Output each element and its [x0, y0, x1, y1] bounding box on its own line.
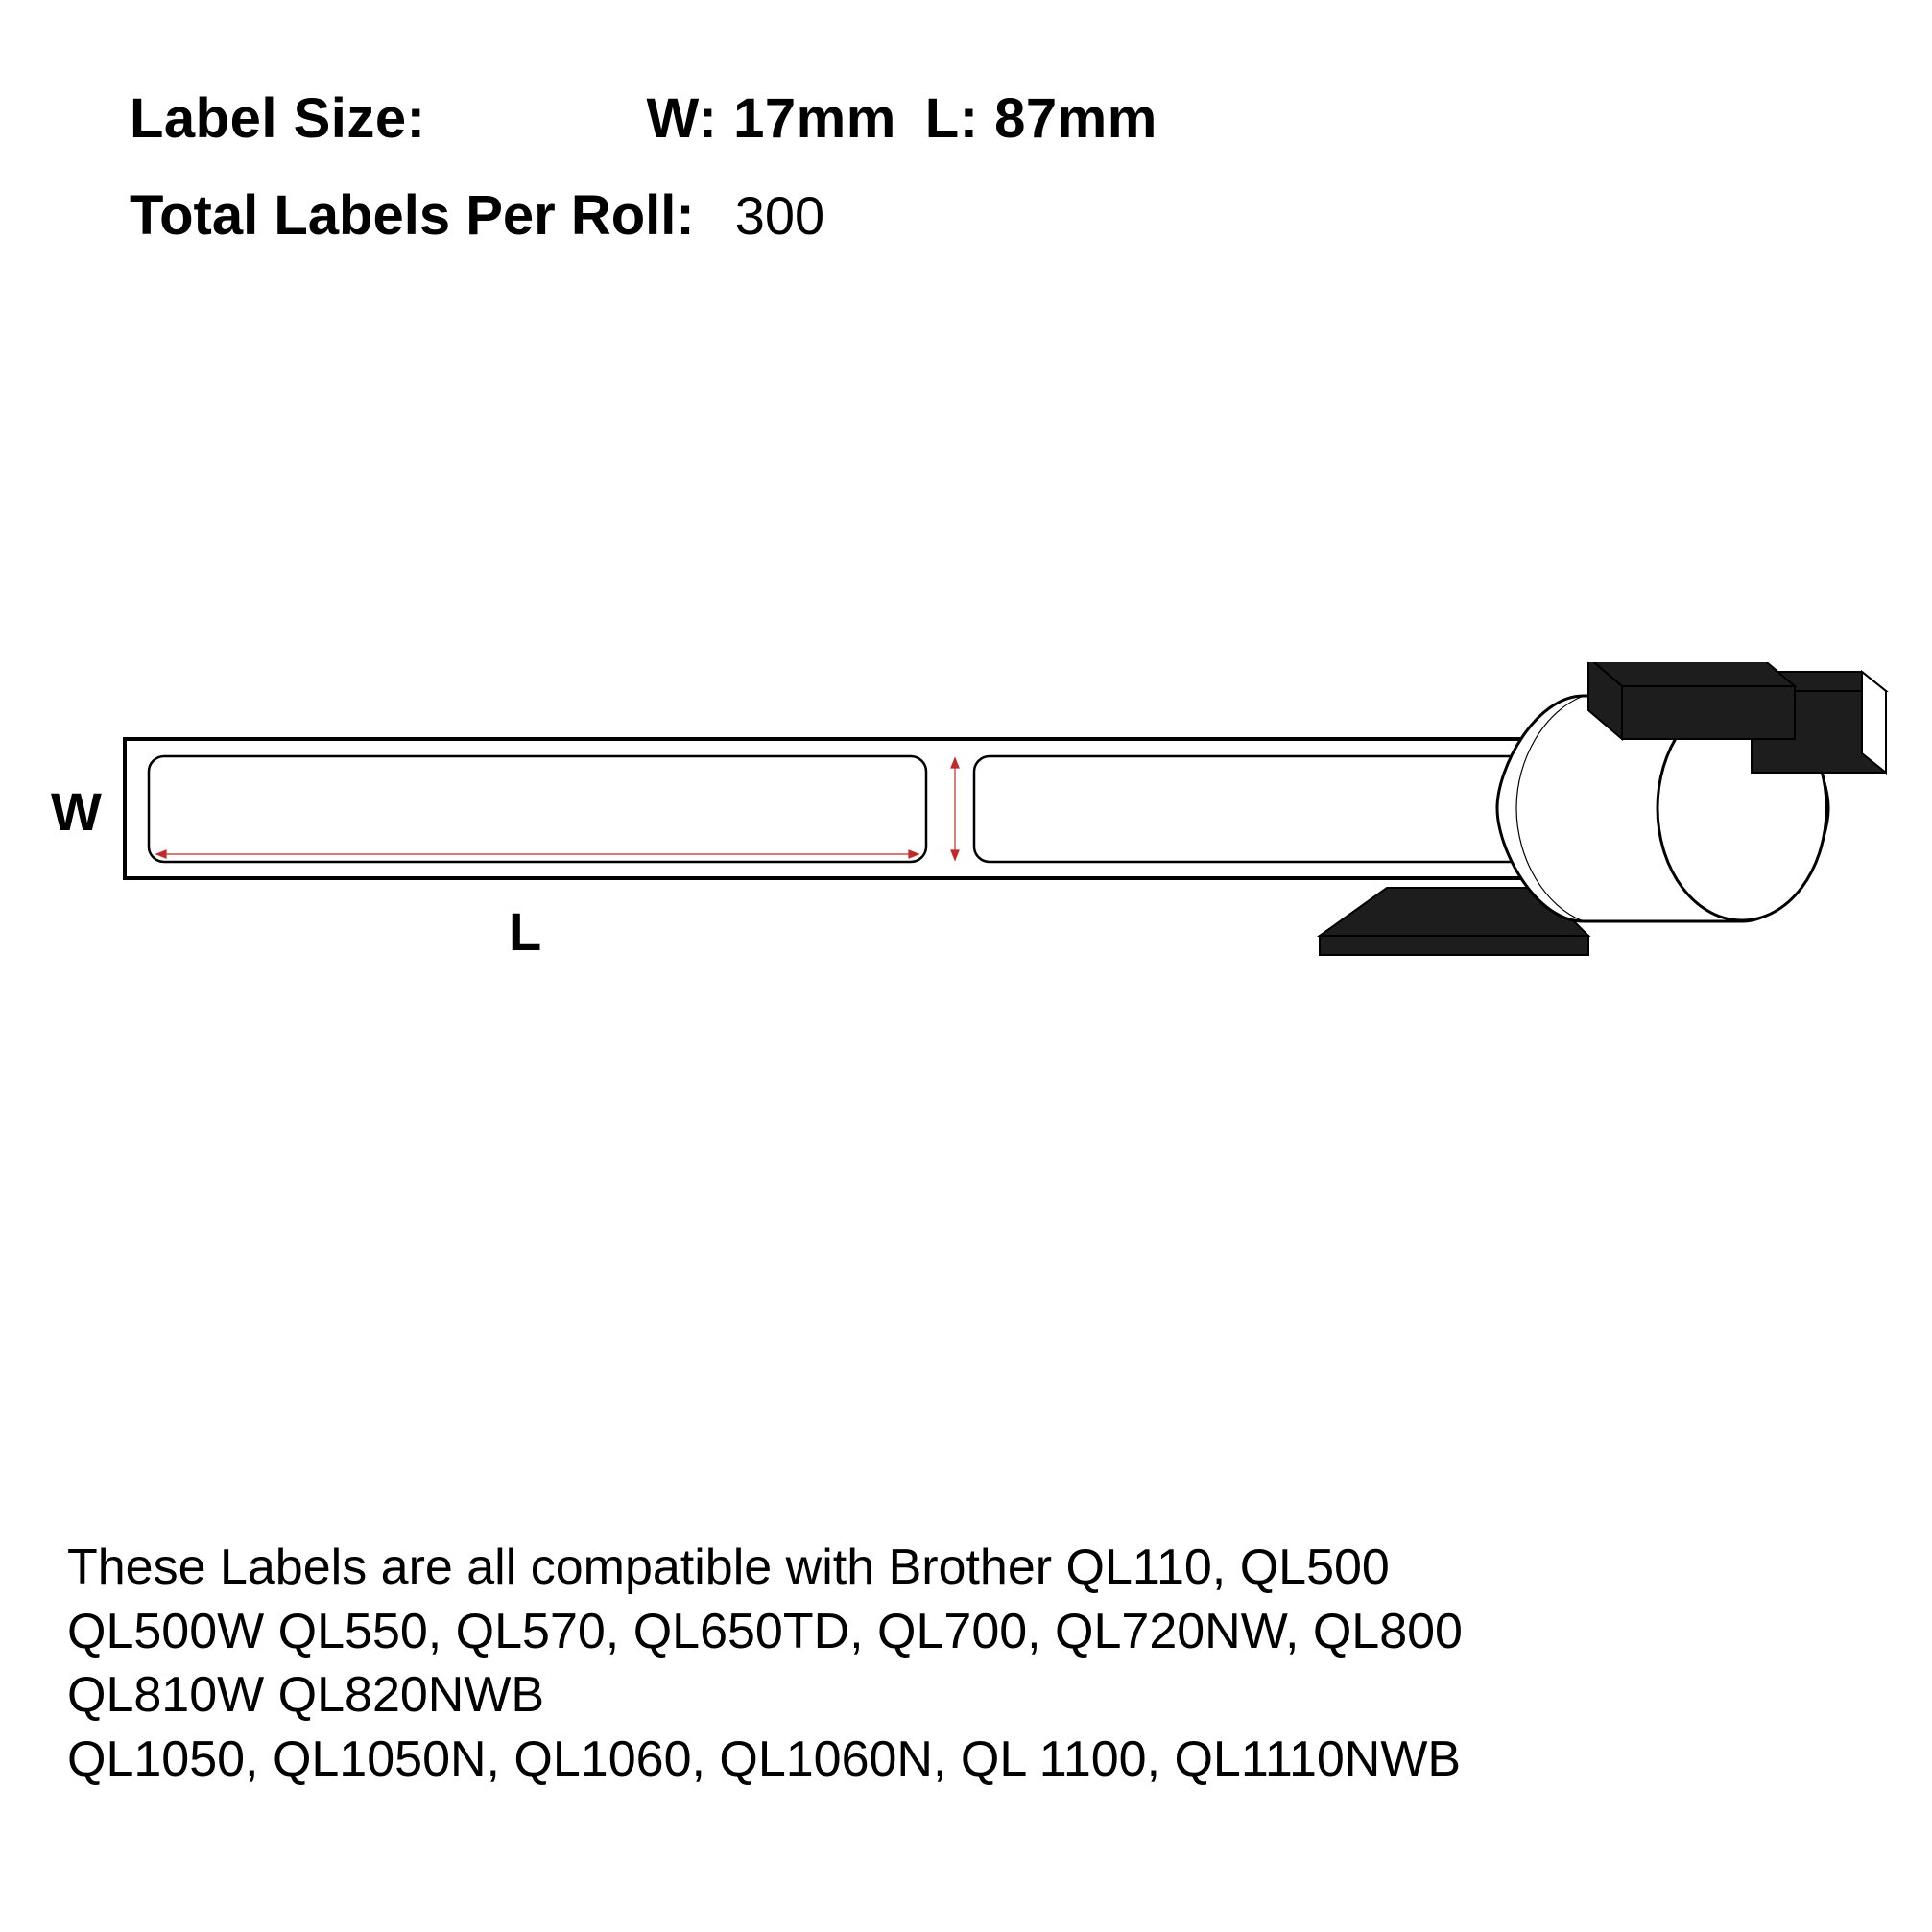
length-letter: L [509, 901, 541, 962]
width-letter: W [51, 781, 102, 842]
label-2 [974, 756, 1584, 862]
diagram-svg: W L [34, 662, 1896, 1008]
total-labels-key: Total Labels Per Roll: [130, 183, 695, 248]
label-length-value: L: 87mm [925, 86, 1157, 151]
header-block: Label Size: W: 17mm L: 87mm Total Labels… [130, 86, 1800, 248]
compatibility-text: These Labels are all compatible with Bro… [67, 1536, 1862, 1791]
label-roll-diagram: W L [34, 662, 1896, 1008]
page: Label Size: W: 17mm L: 87mm Total Labels… [0, 0, 1932, 1932]
compat-line-4: QL1050, QL1050N, QL1060, QL1060N, QL 110… [67, 1728, 1862, 1792]
label-width-value: W: 17mm [646, 86, 895, 151]
total-labels-value: 300 [735, 184, 824, 247]
compat-line-3: QL810W QL820NWB [67, 1663, 1862, 1728]
label-size-key: Label Size: [130, 86, 425, 151]
compat-line-1: These Labels are all compatible with Bro… [67, 1536, 1862, 1600]
label-1 [149, 756, 926, 862]
total-labels-row: Total Labels Per Roll: 300 [130, 183, 1800, 248]
label-size-row: Label Size: W: 17mm L: 87mm [130, 86, 1800, 151]
compat-line-2: QL500W QL550, QL570, QL650TD, QL700, QL7… [67, 1600, 1862, 1664]
